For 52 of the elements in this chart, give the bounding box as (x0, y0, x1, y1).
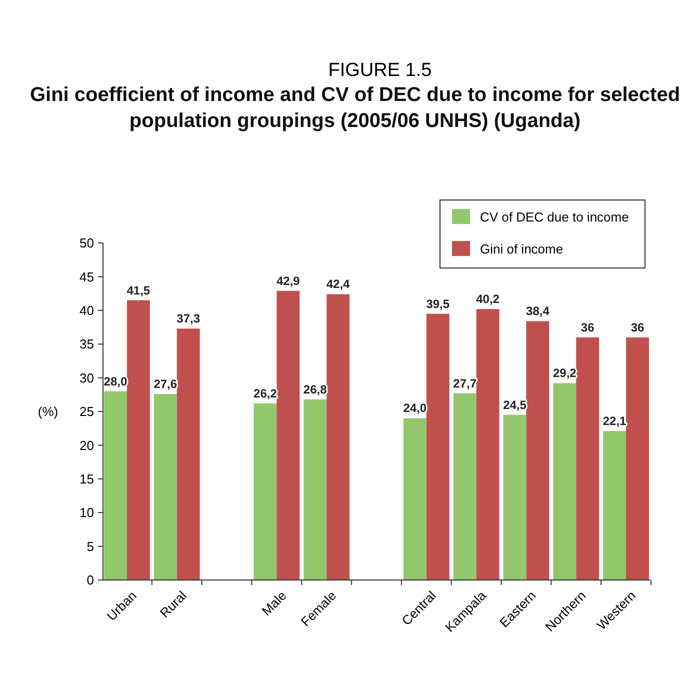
data-label: 24,0 (403, 401, 427, 416)
bar (304, 399, 327, 580)
data-label: 41,5 (126, 283, 150, 298)
data-label: 24,5 (503, 398, 527, 412)
bar (403, 418, 426, 580)
data-label: 42,4 (326, 277, 350, 292)
data-label: 37,3 (176, 312, 200, 326)
bar (476, 309, 500, 580)
bar (276, 290, 300, 580)
y-tick-label: 15 (80, 471, 94, 486)
data-label: 36 (630, 320, 645, 334)
y-tick-label: 5 (86, 538, 94, 554)
bar (603, 431, 626, 580)
y-tick-label: 25 (80, 404, 94, 420)
data-label: 39,5 (426, 296, 450, 311)
data-label: 42,9 (276, 274, 300, 288)
y-tick-label: 50 (80, 236, 94, 251)
y-tick-label: 20 (80, 438, 94, 453)
chart-subtitle: Gini coefficient of income and CV of DEC due to income for selected population groupings (2005/06 UNHS) (Uganda) (28, 83, 682, 134)
data-label: 28,0 (104, 374, 128, 388)
bar (176, 328, 200, 580)
legend-label: Gini of income (480, 242, 564, 257)
legend-label: CV of DEC due to income (480, 210, 629, 225)
bar (453, 393, 476, 580)
bar (254, 403, 277, 580)
bar (154, 394, 177, 580)
bar (126, 300, 150, 580)
data-label: 26,8 (303, 382, 328, 396)
bar (326, 294, 350, 580)
data-label: 27,7 (453, 376, 477, 390)
bar (526, 321, 550, 580)
bar (503, 414, 526, 580)
data-label: 36 (580, 320, 595, 334)
bar (626, 337, 649, 580)
chart-title: FIGURE 1.5 (328, 60, 432, 81)
data-label: 40,2 (476, 292, 500, 306)
bar (576, 337, 600, 580)
data-label: 38,4 (526, 304, 550, 318)
y-tick-label: 35 (80, 336, 94, 352)
y-tick-label: 45 (80, 269, 94, 284)
y-tick-label: 10 (80, 505, 94, 520)
data-label: 27,6 (154, 376, 178, 391)
data-label: 22,1 (602, 414, 627, 428)
y-tick-label: 40 (80, 302, 94, 318)
y-tick-label: 30 (80, 370, 94, 386)
data-label: 29,2 (552, 366, 577, 380)
y-tick-label: 0 (86, 572, 94, 588)
bar (553, 383, 576, 580)
bar (104, 391, 127, 580)
data-label: 26,2 (254, 386, 278, 400)
bar (426, 314, 450, 580)
y-axis-title: (%) (38, 404, 58, 420)
